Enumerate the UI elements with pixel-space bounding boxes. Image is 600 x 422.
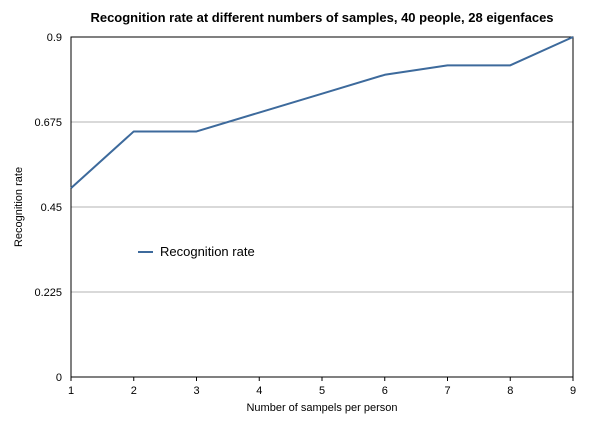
y-tick-label: 0.225 bbox=[34, 287, 62, 299]
y-tick-label: 0 bbox=[56, 372, 62, 384]
y-tick-label: 0.9 bbox=[47, 32, 62, 44]
gridlines bbox=[71, 121, 573, 293]
x-axis-ticks: 1 2 3 4 5 6 7 8 9 bbox=[68, 377, 576, 397]
y-tick-label: 0.675 bbox=[34, 117, 62, 129]
legend: Recognition rate bbox=[138, 244, 255, 259]
y-axis-label: Recognition rate bbox=[13, 167, 25, 247]
x-tick-label: 2 bbox=[131, 385, 137, 397]
x-tick-label: 9 bbox=[570, 385, 576, 397]
x-tick-label: 8 bbox=[507, 385, 513, 397]
x-axis-label: Number of sampels per person bbox=[246, 402, 397, 414]
series-layer bbox=[70, 36, 574, 189]
chart-title: Recognition rate at different numbers of… bbox=[90, 10, 553, 25]
legend-label: Recognition rate bbox=[160, 244, 255, 259]
series-line-recognition-rate bbox=[70, 36, 574, 189]
x-tick-label: 4 bbox=[256, 385, 262, 397]
y-axis-ticks: 0 0.225 0.45 0.675 0.9 bbox=[34, 32, 62, 384]
y-tick-label: 0.45 bbox=[41, 202, 62, 214]
x-tick-label: 1 bbox=[68, 385, 74, 397]
x-tick-label: 3 bbox=[193, 385, 199, 397]
x-tick-label: 5 bbox=[319, 385, 325, 397]
x-tick-label: 7 bbox=[444, 385, 450, 397]
x-tick-label: 6 bbox=[382, 385, 388, 397]
